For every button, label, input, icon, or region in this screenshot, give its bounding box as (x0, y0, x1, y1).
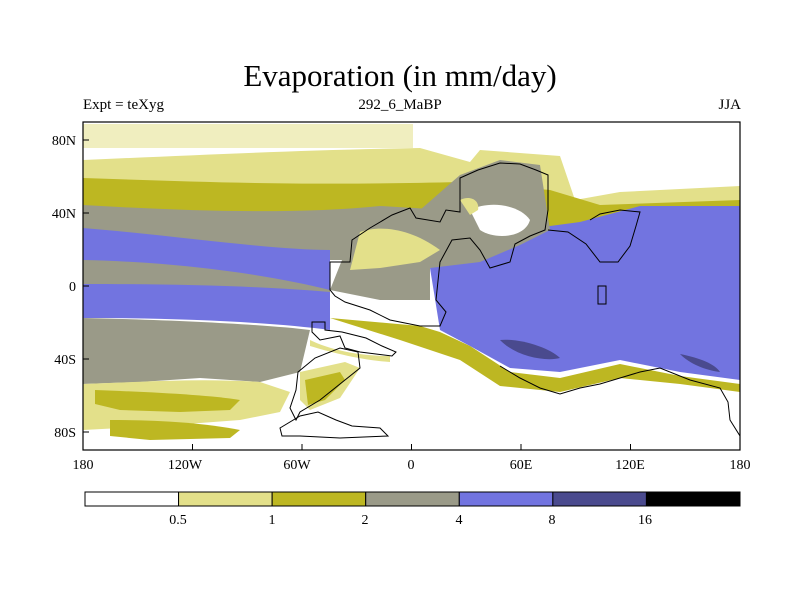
colorbar (84, 491, 741, 507)
y-tick-label: 0 (69, 280, 76, 295)
tropical-gray-gap (83, 260, 330, 292)
coastline-island (597, 285, 607, 305)
inland-white-sea (470, 204, 530, 236)
x-tick-label: 120E (615, 458, 645, 473)
colorbar-swatch (552, 491, 647, 507)
y-tick-label: 80S (54, 426, 76, 441)
southwest-olive-band (95, 390, 240, 412)
y-tick-label: 80N (52, 134, 76, 149)
arctic-low-evaporation-band (83, 124, 413, 148)
south-atlantic-olive (305, 372, 345, 405)
colorbar-swatch (178, 491, 273, 507)
coastline-southern-islands (279, 411, 390, 439)
colorbar-swatch (645, 491, 741, 507)
inland-light-shore (460, 198, 479, 215)
x-tick-label: 180 (73, 458, 94, 473)
colorbar-swatch (84, 491, 180, 507)
colorbar-swatch (271, 491, 367, 507)
colorbar-level-label: 2 (362, 513, 369, 528)
colorbar-level-label: 8 (549, 513, 556, 528)
colorbar-swatch (365, 491, 460, 507)
experiment-label: Expt = teXyg (83, 97, 164, 113)
time-period-label: 292_6_MaBP (358, 97, 442, 113)
axis-ticks (82, 139, 741, 450)
southwest-gray-band (83, 318, 310, 384)
coastal-light-strip (350, 228, 440, 270)
colorbar-swatch (458, 491, 554, 507)
coastline-east (547, 209, 641, 263)
map-plot-area (83, 122, 740, 450)
x-tick-label: 0 (408, 458, 415, 473)
colorbar-level-label: 16 (638, 513, 652, 528)
southwest-olive-band-2 (110, 420, 240, 440)
south-olive-band (330, 318, 740, 392)
pacific-dark-patch (680, 354, 720, 372)
coastline-main (329, 162, 549, 327)
season-label: JJA (718, 97, 741, 113)
colorbar-level-label: 0.5 (169, 513, 187, 528)
y-tick-label: 40S (54, 353, 76, 368)
indo-pacific-dark-patch (500, 339, 560, 360)
x-tick-label: 180 (730, 458, 751, 473)
coastline-south-peninsula (289, 347, 361, 422)
coastline-south (311, 321, 397, 357)
x-tick-label: 60E (510, 458, 533, 473)
colorbar-level-label: 1 (269, 513, 276, 528)
south-light-strip (310, 340, 390, 362)
y-tick-label: 40N (52, 207, 76, 222)
x-tick-label: 60W (283, 458, 311, 473)
colorbar-level-label: 4 (456, 513, 463, 528)
chart-title: Evaporation (in mm/day) (243, 58, 557, 93)
x-tick-label: 120W (168, 458, 203, 473)
coastline-east-south (499, 365, 740, 437)
colorbar-labels: 0.5 1 2 4 8 16 (169, 513, 652, 528)
